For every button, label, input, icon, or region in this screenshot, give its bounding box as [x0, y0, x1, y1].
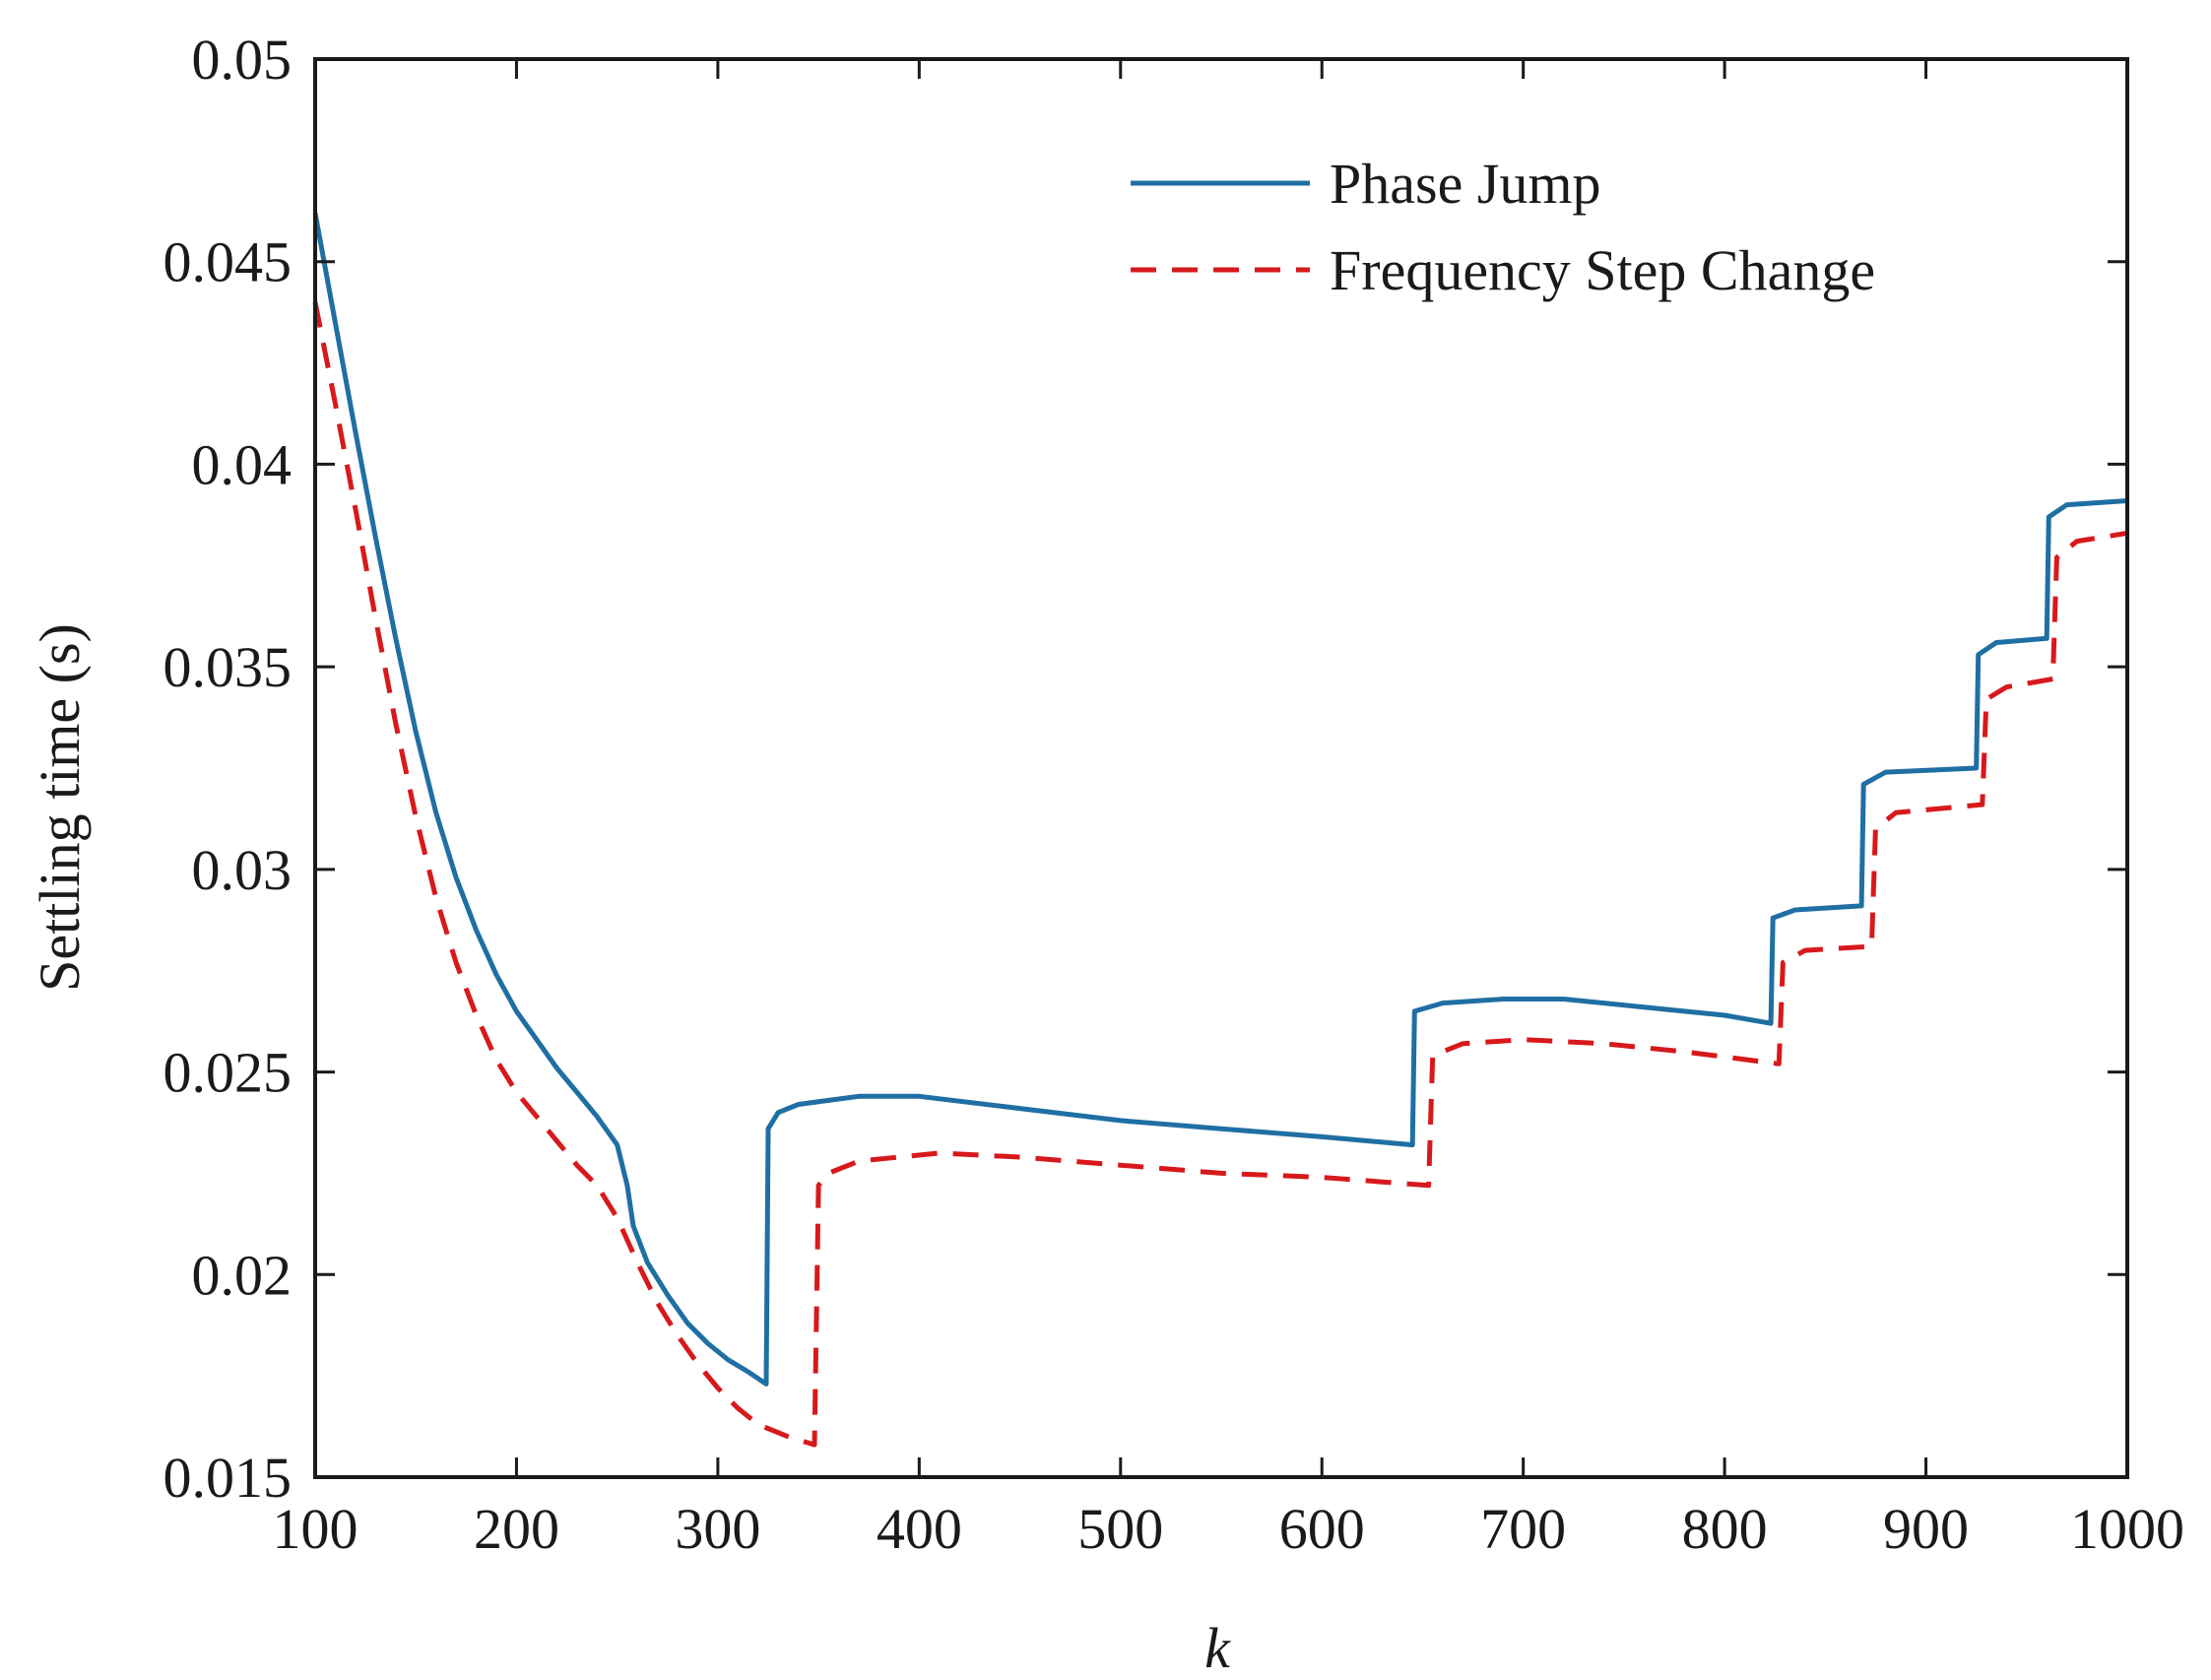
x-tick-label-100: 100 [273, 1497, 358, 1561]
x-tick-label-600: 600 [1279, 1497, 1365, 1561]
y-tick-label-0.015: 0.015 [163, 1446, 293, 1510]
x-axis-label: k [1204, 1616, 1231, 1680]
x-tick-label-500: 500 [1077, 1497, 1163, 1561]
y-tick-label-0.02: 0.02 [192, 1243, 293, 1307]
ticks-layer: 100 200 300 400 500 600 700 800 900 1000 0.015 0.02… [163, 28, 2185, 1561]
y-tick-label-0.025: 0.025 [163, 1041, 293, 1105]
x-tick-label-1000: 1000 [2070, 1497, 2184, 1561]
y-tick-label-0.04: 0.04 [192, 432, 293, 496]
x-tick-label-700: 700 [1480, 1497, 1566, 1561]
plot-frame [313, 57, 2129, 1479]
series-line-frequency-step-change [312, 301, 2128, 1448]
series-layer [312, 212, 2128, 1448]
legend: Phase Jump Frequency Step Change [1131, 152, 1875, 302]
y-tick-label-0.03: 0.03 [192, 838, 293, 902]
x-tick-label-200: 200 [474, 1497, 559, 1561]
x-tick-label-800: 800 [1682, 1497, 1768, 1561]
y-tick-label-0.045: 0.045 [163, 230, 293, 294]
x-tick-label-300: 300 [675, 1497, 760, 1561]
y-tick-label-0.035: 0.035 [163, 635, 293, 699]
x-tick-label-900: 900 [1883, 1497, 1969, 1561]
x-tick-label-400: 400 [877, 1497, 962, 1561]
legend-label-frequency-step-change: Frequency Step Change [1330, 238, 1875, 302]
legend-label-phase-jump: Phase Jump [1330, 152, 1601, 216]
y-tick-label-0.05: 0.05 [192, 28, 293, 92]
series-line-phase-jump [312, 212, 2128, 1387]
y-axis-label: Settling time (s) [28, 623, 92, 992]
